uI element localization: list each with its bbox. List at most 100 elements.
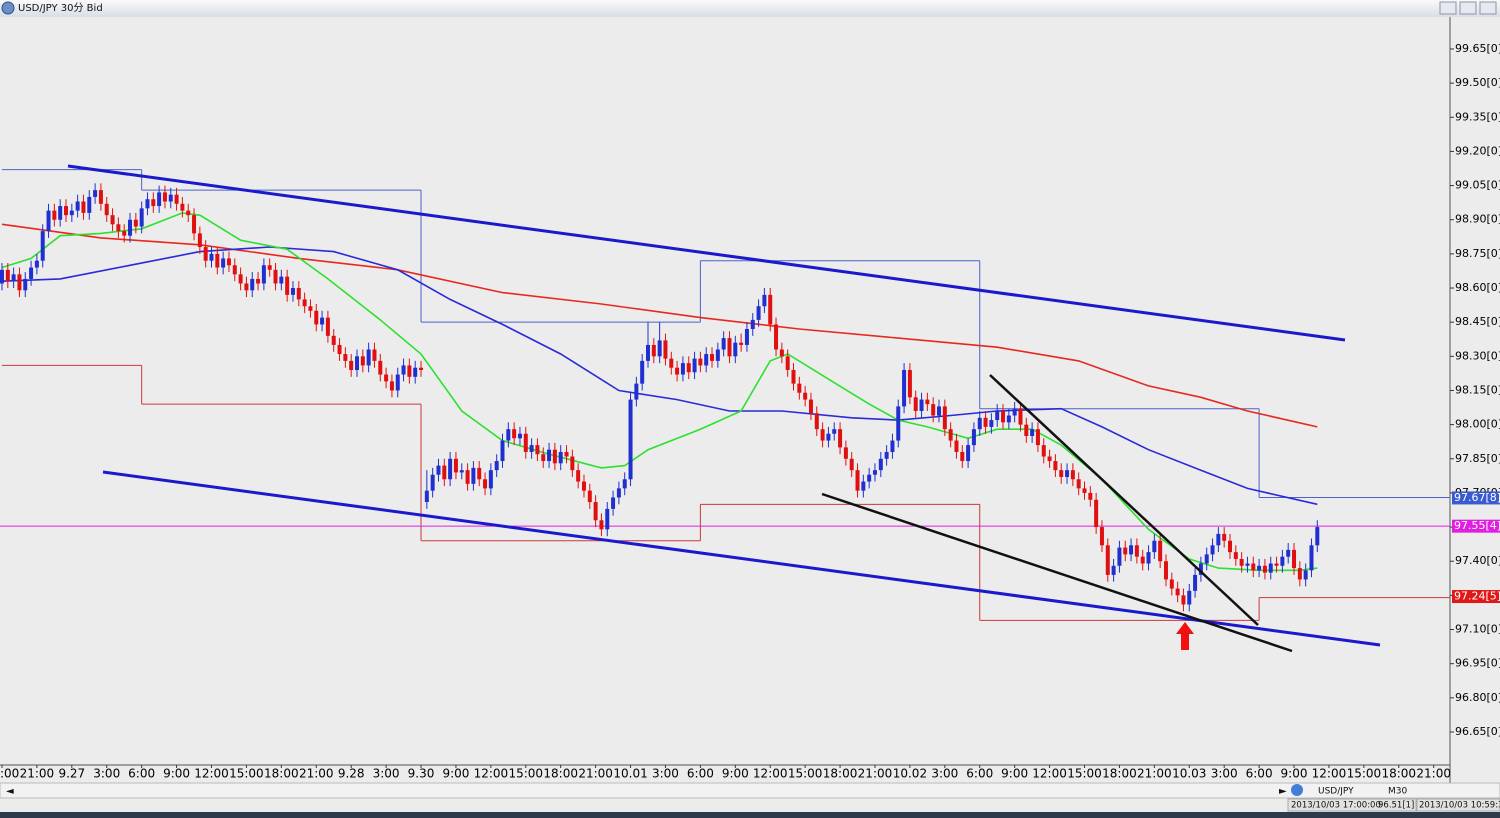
symbol-select[interactable]: USD/JPY [1318, 787, 1354, 797]
close-button[interactable] [1479, 1, 1497, 15]
x-tick-label: 18:00 [823, 767, 858, 781]
candle-body [855, 470, 860, 491]
candle-body [884, 451, 889, 459]
candle-body [378, 360, 383, 375]
candle-body [727, 338, 732, 357]
window-title: USD/JPY 30分 Bid [18, 2, 103, 14]
candle-body [58, 206, 63, 220]
candle-body [1134, 545, 1139, 557]
maximize-button[interactable] [1459, 1, 1477, 15]
x-tick-label: 15:00 [508, 767, 543, 781]
x-tick-label: 3:00 [652, 767, 679, 781]
x-tick-label: 3:00 [1211, 767, 1238, 781]
candle-body [599, 520, 604, 530]
candle-body [302, 299, 307, 307]
status-cell [1287, 798, 1417, 812]
x-tick-label: 15:00 [1347, 767, 1382, 781]
candle-body [1012, 408, 1017, 416]
candle-body [162, 192, 167, 202]
x-tick-label: 9:00 [1281, 767, 1308, 781]
candle-body [1198, 563, 1203, 575]
y-tick-label: 99.05[0] [1455, 179, 1500, 192]
scrollbar[interactable] [0, 782, 1500, 799]
x-tick-label: 21:00 [1416, 767, 1451, 781]
candle-body [500, 440, 505, 462]
candle-body [1187, 590, 1192, 605]
y-tick-label: 97.40[0] [1455, 554, 1500, 567]
x-tick-label: 12:00 [194, 767, 229, 781]
candle-body [320, 317, 325, 325]
candle-body [372, 349, 377, 361]
candle-body [308, 306, 313, 311]
candle-body [1169, 579, 1174, 589]
candle-body [355, 356, 360, 370]
candle-body [814, 413, 819, 430]
candle-body [1070, 470, 1075, 480]
x-tick-label: 9:00 [722, 767, 749, 781]
candle-body [424, 490, 429, 503]
x-tick-label: 9:00 [1001, 767, 1028, 781]
scroll-right[interactable]: ► [1279, 786, 1287, 797]
candle-body [710, 354, 715, 361]
candle-body [704, 354, 709, 366]
candle-body [477, 467, 482, 480]
candle-body [337, 344, 342, 355]
x-tick-label: 6:00 [1246, 767, 1273, 781]
candle-body [966, 445, 971, 462]
candle-body [1099, 527, 1104, 546]
candle-body [733, 342, 738, 357]
candle-body [98, 190, 103, 204]
candle-body [1193, 574, 1198, 591]
candle-body [1094, 499, 1099, 528]
x-tick-label: 18:00 [1102, 767, 1137, 781]
candle-body [453, 458, 458, 473]
candle-body [209, 253, 214, 261]
candle-body [808, 399, 813, 414]
candle-body [145, 199, 150, 209]
candle-body [611, 497, 616, 509]
candle-body [285, 276, 290, 295]
timeframe-select[interactable]: M30 [1388, 787, 1407, 797]
x-tick-label: 21:00 [299, 767, 334, 781]
candle-body [267, 265, 272, 270]
x-tick-label: 18:00 [264, 767, 299, 781]
price-tag-label: 97.24[5] [1454, 590, 1500, 603]
candle-body [634, 383, 639, 400]
y-tick-label: 98.00[0] [1455, 418, 1500, 431]
trend-line [989, 374, 1259, 626]
y-tick-label: 96.80[0] [1455, 691, 1500, 704]
candle-body [1262, 565, 1267, 573]
y-tick-label: 98.90[0] [1455, 213, 1500, 226]
candle-body [93, 190, 98, 197]
y-tick-label: 96.95[0] [1455, 657, 1500, 670]
status-cell [1416, 798, 1500, 812]
candle-body [931, 404, 936, 416]
candle-body [192, 215, 197, 234]
minimize-button[interactable] [1439, 1, 1457, 15]
x-tick-label: 3:00 [93, 767, 120, 781]
x-tick-label: 18:00 [543, 767, 578, 781]
candle-body [558, 451, 563, 464]
candle-body [692, 358, 697, 373]
candle-body [1030, 429, 1035, 437]
candle-body [279, 276, 284, 284]
candle-body [547, 449, 552, 462]
candle-body [1123, 547, 1128, 555]
scroll-left[interactable]: ◄ [6, 786, 14, 797]
candle-body [593, 502, 598, 521]
candle-body [360, 356, 365, 366]
candle-body [116, 224, 121, 232]
candle-body [517, 433, 522, 439]
candle-body [803, 392, 808, 400]
candle-body [343, 354, 348, 361]
candle-body [826, 433, 831, 441]
candle-body [1035, 429, 1040, 446]
window-buttons[interactable] [1439, 1, 1497, 15]
refresh-icon[interactable] [1291, 784, 1303, 796]
candle-body [657, 340, 662, 357]
price-tag-label: 97.55[4] [1454, 519, 1500, 532]
candle-body [680, 363, 685, 375]
price-tag-label: 97.67[8] [1454, 491, 1500, 504]
candle-body [442, 465, 447, 480]
